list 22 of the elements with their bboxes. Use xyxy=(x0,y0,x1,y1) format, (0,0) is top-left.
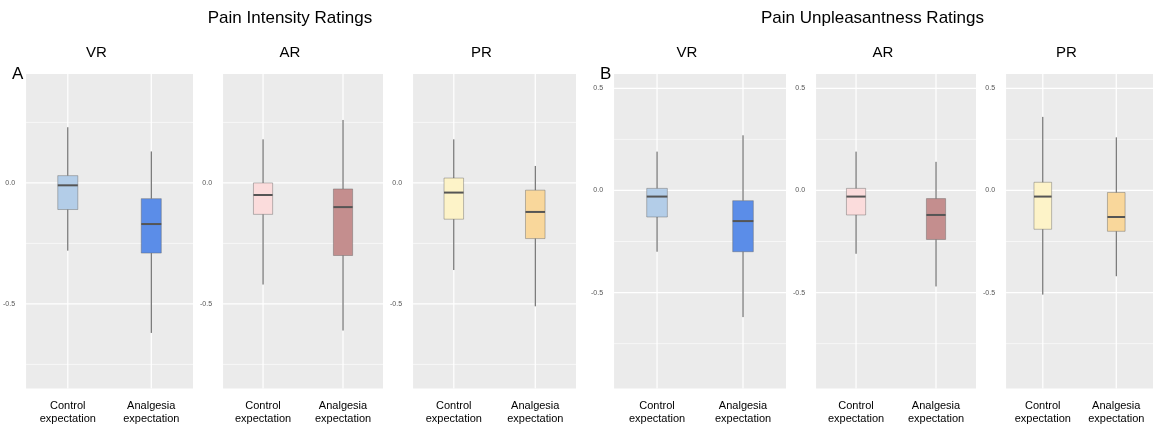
x-tick-label: Analgesia expectation xyxy=(1088,399,1145,425)
x-tick-label: Control expectation xyxy=(628,399,686,425)
chart-title: VR xyxy=(86,43,108,61)
chart-title: VR xyxy=(676,43,698,61)
x-tick-label: Analgesia expectation xyxy=(507,399,564,425)
x-tick-label: Control expectation xyxy=(234,399,292,425)
x-tick-label: Analgesia expectation xyxy=(714,399,772,425)
x-tick-label: Analgesia expectation xyxy=(123,399,180,425)
x-tick-label: Control expectation xyxy=(425,399,482,425)
chart-title: PR xyxy=(1056,43,1078,61)
x-tick-label: Control expectation xyxy=(827,399,885,425)
text: Pain Intensity Ratings xyxy=(206,8,374,28)
text: Pain Unpleasantness Ratings xyxy=(760,8,985,28)
x-tick-label: Control expectation xyxy=(39,399,96,425)
x-tick-label: Analgesia expectation xyxy=(907,399,965,425)
text: A xyxy=(12,64,24,84)
chart-title: AR xyxy=(872,43,894,61)
chart-title: AR xyxy=(279,43,301,61)
chart-title: PR xyxy=(471,43,493,61)
x-tick-label: Control expectation xyxy=(1014,399,1071,425)
x-tick-label: Analgesia expectation xyxy=(314,399,372,425)
text: B xyxy=(600,64,612,84)
